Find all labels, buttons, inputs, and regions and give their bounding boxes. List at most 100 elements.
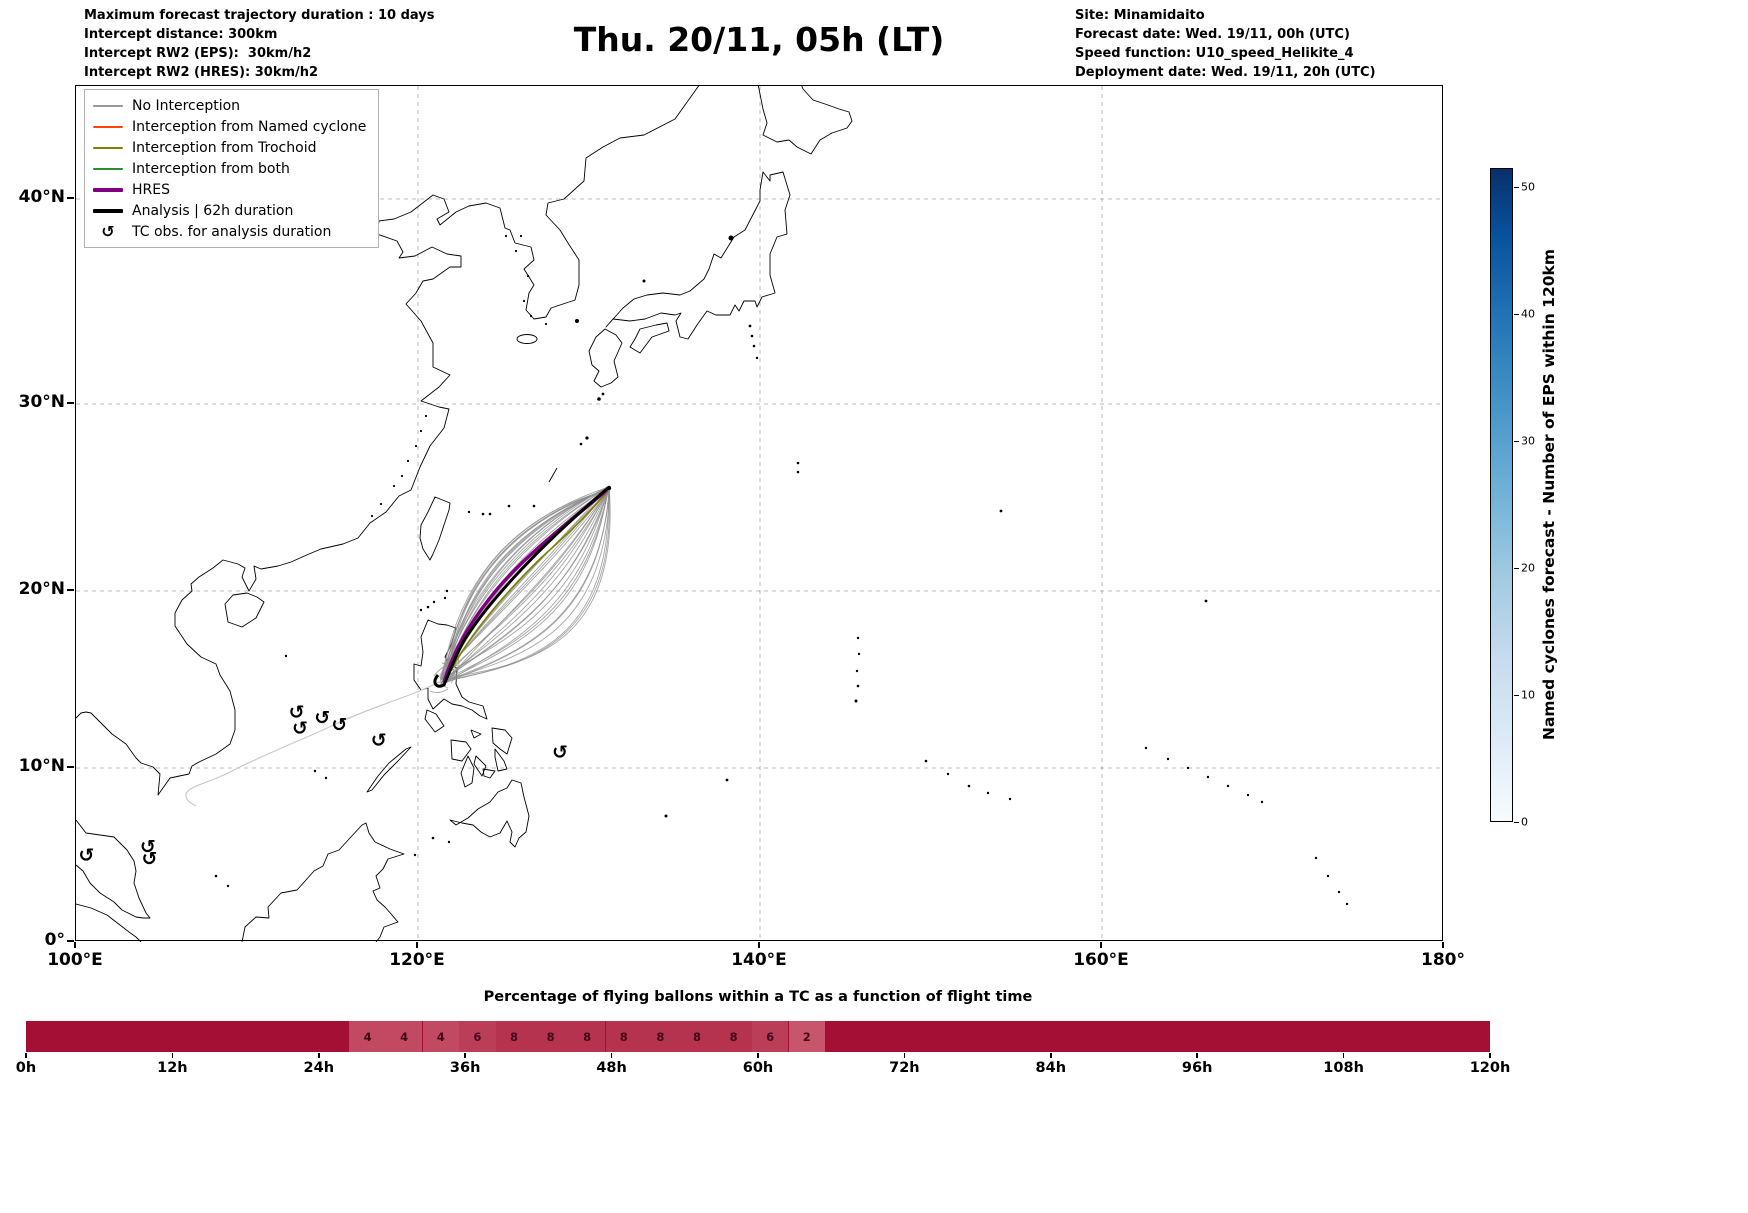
tc-observation-symbol: ↺ [142, 848, 158, 870]
colorbar-tick-mark [1514, 822, 1519, 824]
legend-item: HRES [93, 179, 366, 200]
y-tick-mark [67, 940, 74, 942]
header-line: Site: Minamidaito [1075, 8, 1205, 23]
tc-percentage-segment: 8 [678, 1021, 716, 1052]
time-tick-mark [610, 1053, 613, 1058]
eps-trajectory [439, 488, 611, 680]
x-tick-mark [1442, 942, 1444, 948]
site-convergence-point [606, 485, 612, 491]
time-tick-label: 108h [1323, 1060, 1364, 1076]
y-tick-mark [67, 402, 74, 404]
x-tick-mark [1100, 942, 1102, 948]
legend-label: Interception from Named cyclone [132, 118, 367, 135]
eps-trajectory [445, 487, 611, 683]
tc-percentage-segment: 2 [788, 1021, 826, 1052]
eps-trajectory [443, 486, 610, 682]
time-tick-label: 36h [449, 1060, 481, 1076]
figure-title: Thu. 20/11, 05h (LT) [573, 20, 945, 59]
y-tick-mark [67, 766, 74, 768]
time-tick-mark [903, 1053, 906, 1058]
colorbar-tick-mark [1514, 440, 1519, 442]
legend-line-sample [93, 167, 123, 170]
tc-percentage-segment: 8 [495, 1021, 533, 1052]
eps-trajectory [441, 486, 609, 680]
colorbar-tick-label: 10 [1521, 688, 1535, 702]
time-tick-label: 0h [15, 1060, 37, 1076]
legend-line-sample [93, 187, 123, 192]
tc-percentage-segment: 8 [605, 1021, 643, 1052]
eps-trajectory [441, 486, 608, 677]
tc-observation-symbol: ↺ [371, 730, 387, 752]
colorbar-tick-label: 20 [1521, 561, 1535, 575]
legend-line [93, 125, 123, 128]
trochoid-interception-trajectory [446, 492, 607, 679]
time-tick-label: 96h [1181, 1060, 1213, 1076]
legend-line [93, 208, 123, 213]
eps-trajectory [439, 486, 609, 683]
colorbar [1490, 168, 1513, 822]
x-tick-label: 100°E [47, 950, 103, 970]
header-line: Intercept RW2 (HRES): 30km/h2 [84, 65, 319, 80]
time-tick-mark [1342, 1053, 1345, 1058]
time-tick-mark [318, 1053, 320, 1058]
eps-trajectory [440, 487, 609, 685]
legend-item: Analysis | 62h duration [93, 200, 366, 221]
header-line: Maximum forecast trajectory duration : 1… [84, 8, 435, 23]
tc-percentage-segment: 6 [459, 1021, 496, 1052]
eps-trajectory [441, 486, 611, 677]
time-tick-label: 24h [303, 1060, 335, 1076]
legend-label: No Interception [132, 97, 241, 114]
colorbar-tick-label: 0 [1521, 815, 1528, 829]
legend-label: Interception from both [132, 160, 290, 177]
legend-item: ↺ TC obs. for analysis duration [93, 221, 366, 242]
y-tick-mark [67, 589, 74, 591]
time-tick-mark [25, 1053, 27, 1058]
tc-observation-symbol: ↺ [289, 702, 305, 724]
x-tick-mark [416, 942, 418, 948]
x-tick-label: 120°E [389, 950, 445, 970]
tc-observation-symbol: ↺ [314, 707, 330, 729]
eps-trajectory [439, 486, 611, 682]
tc-observation-symbol: ↺ [292, 717, 308, 739]
tc-observation-symbol: ↺ [140, 836, 156, 858]
trajectory-layer [439, 486, 611, 685]
tc-observation-layer: ↺↺ ↺ ↺↺↺↺ ↺↺ [78, 702, 568, 871]
time-tick-label: 60h [742, 1060, 774, 1076]
tc-percentage-segment: 4 [422, 1021, 460, 1052]
time-tick-mark [464, 1053, 466, 1058]
y-tick-label: 0° [44, 930, 65, 950]
eps-trajectory [440, 488, 610, 679]
legend-label: TC obs. for analysis duration [132, 223, 332, 240]
legend-item: Interception from Named cyclone [93, 116, 366, 137]
westward-trajectory [185, 679, 444, 807]
tc-percentage-segment: 8 [715, 1021, 752, 1052]
eps-trajectory [442, 486, 610, 682]
legend-line-sample [93, 104, 123, 107]
colorbar-tick-mark [1514, 694, 1519, 697]
legend-item: Interception from Trochoid [93, 137, 366, 158]
tc-percentage-segment: 4 [349, 1021, 386, 1052]
y-tick-label: 40°N [18, 187, 65, 207]
legend-item: No Interception [93, 95, 366, 116]
legend-line [93, 187, 123, 192]
header-line: Forecast date: Wed. 19/11, 00h (UTC) [1075, 27, 1350, 42]
tc-percentage-segment: 8 [532, 1021, 569, 1052]
legend-label: HRES [132, 181, 170, 198]
time-tick-label: 120h [1469, 1060, 1511, 1076]
tc-percentage-segment: 8 [568, 1021, 606, 1052]
tc-percentage-segment: 8 [642, 1021, 679, 1052]
legend-line-sample [93, 125, 123, 128]
bottom-chart-title: Percentage of flying ballons within a TC… [483, 989, 1033, 1005]
time-tick-mark [757, 1053, 759, 1058]
y-tick-label: 10°N [18, 756, 65, 776]
y-tick-mark [67, 197, 74, 199]
legend-line [93, 167, 123, 170]
colorbar-tick-mark [1514, 313, 1519, 315]
tc-observation-symbol: ↺ [78, 845, 94, 867]
colorbar-tick-mark [1514, 186, 1519, 188]
x-tick-mark [758, 942, 760, 948]
eps-trajectory [445, 486, 610, 683]
colorbar-label: Named cyclones forecast - Number of EPS … [1540, 249, 1558, 741]
map-canvas: ↺↺ ↺ ↺↺↺↺ ↺↺ [76, 86, 1444, 942]
time-tick-mark [1196, 1053, 1198, 1058]
